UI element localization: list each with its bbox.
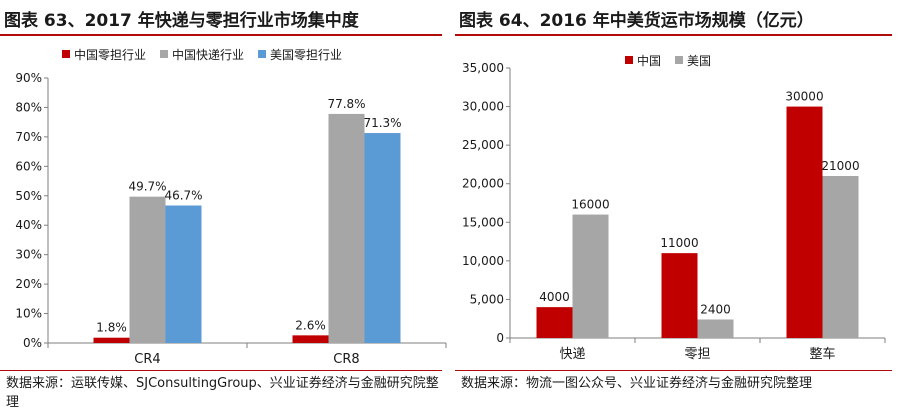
y-tick-label: 0 (496, 331, 504, 345)
data-label: 11000 (660, 236, 698, 250)
x-tick-label: CR8 (333, 352, 359, 367)
bar (536, 307, 573, 338)
bar (364, 133, 401, 343)
data-label: 2400 (700, 302, 731, 316)
right-chart-svg: 0 5,000 10,000 15,000 20,000 25,000 30,000 35,0… (462, 53, 886, 362)
y-tick-label: 30% (15, 248, 42, 262)
legend-label: 美国 (687, 54, 711, 68)
left-title-rule (0, 34, 442, 36)
data-label: 77.8% (327, 97, 365, 111)
data-label: 4000 (539, 290, 570, 304)
data-label: 2.6% (295, 318, 326, 332)
y-tick-label: 5,000 (470, 292, 504, 306)
left-source-rule (0, 370, 442, 371)
bar (328, 113, 365, 343)
bar (292, 335, 329, 343)
data-label: 21000 (821, 159, 859, 173)
y-tick-label: 15,000 (462, 215, 504, 229)
y-tick-label: 40% (15, 218, 42, 232)
y-tick-label: 30,000 (462, 100, 504, 114)
left-chart-svg: 0% 10% 20% 30% 40% 50% 60% 70% 80% 90% 1.8% 49.7%46… (15, 47, 447, 367)
left-chart-title: 图表 63、2017 年快递与零担行业市场集中度 (4, 11, 359, 31)
legend-swatch (62, 50, 70, 58)
legend-swatch (675, 56, 684, 64)
y-tick-label: 10% (15, 307, 42, 321)
left-chart-panel: 图表 63、2017 年快递与零担行业市场集中度 0% 10% 20% 30% 40% 5… (0, 11, 447, 410)
legend-label: 中国零担行业 (74, 47, 146, 62)
y-tick-label: 80% (15, 100, 42, 114)
x-tick-label: 快递 (559, 347, 585, 362)
data-label: 71.3% (363, 116, 401, 130)
x-tick-label: 整车 (809, 346, 835, 362)
x-tick-label: CR4 (134, 352, 160, 367)
legend-label: 美国零担行业 (270, 48, 342, 62)
bar (129, 196, 166, 343)
bar (93, 337, 130, 343)
legend-label: 中国 (637, 53, 661, 68)
bar (822, 176, 859, 338)
y-tick-label: 35,000 (462, 61, 504, 75)
y-tick-label: 70% (15, 130, 42, 144)
legend-swatch (258, 50, 267, 58)
bar (165, 205, 202, 343)
y-tick-label: 90% (15, 71, 42, 85)
right-chart-source: 数据来源：物流一图公众号、兴业证券经济与金融研究院整理 (461, 376, 813, 391)
y-tick-label: 25,000 (462, 138, 504, 152)
bar (661, 253, 698, 338)
data-label: 16000 (571, 198, 609, 212)
y-tick-label: 0% (23, 336, 42, 350)
legend-swatch (625, 56, 633, 64)
right-chart-panel: 图表 64、2016 年中美货运市场规模（亿元） 0 5,000 10,000 15,… (455, 0, 900, 416)
y-tick-label: 20% (15, 277, 42, 291)
legend-label: 中国快递行业 (172, 47, 244, 62)
right-source-rule (455, 370, 892, 371)
bar (697, 319, 734, 338)
right-chart-title: 图表 64、2016 年中美货运市场规模（亿元） (459, 11, 814, 31)
y-tick-label: 60% (15, 159, 42, 173)
data-label: 49.7% (128, 180, 166, 194)
data-label: 46.7% (164, 188, 202, 202)
data-label: 30000 (785, 90, 823, 104)
y-tick-label: 10,000 (462, 254, 504, 268)
bar (572, 214, 609, 338)
x-tick-label: 零担 (684, 347, 710, 362)
y-tick-label: 20,000 (462, 177, 504, 191)
y-tick-label: 50% (15, 189, 42, 203)
right-title-rule (455, 34, 892, 36)
data-label: 1.8% (96, 321, 127, 335)
bar (786, 106, 823, 338)
legend-swatch (160, 50, 169, 58)
left-chart-source: 数据来源：运联传媒、SJConsultingGroup、兴业证券经济与金融研究院… (6, 376, 439, 410)
